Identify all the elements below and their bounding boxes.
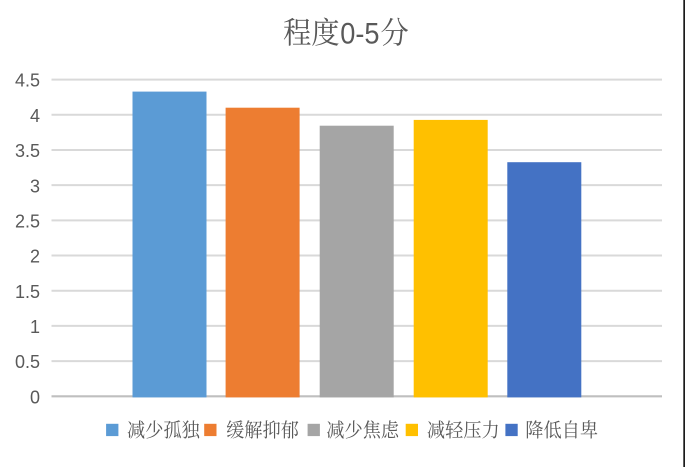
svg-text:0-5: 0-5 — [340, 17, 379, 50]
svg-text:0: 0 — [30, 387, 40, 407]
svg-text:4.5: 4.5 — [15, 71, 40, 91]
svg-text:0.5: 0.5 — [15, 352, 40, 372]
svg-text:2.5: 2.5 — [15, 211, 40, 231]
svg-text:1: 1 — [30, 317, 40, 337]
svg-text:4: 4 — [30, 106, 40, 126]
svg-text:2: 2 — [30, 247, 40, 267]
svg-text:3: 3 — [30, 176, 40, 196]
svg-text:3.5: 3.5 — [15, 141, 40, 161]
svg-text:1.5: 1.5 — [15, 282, 40, 302]
